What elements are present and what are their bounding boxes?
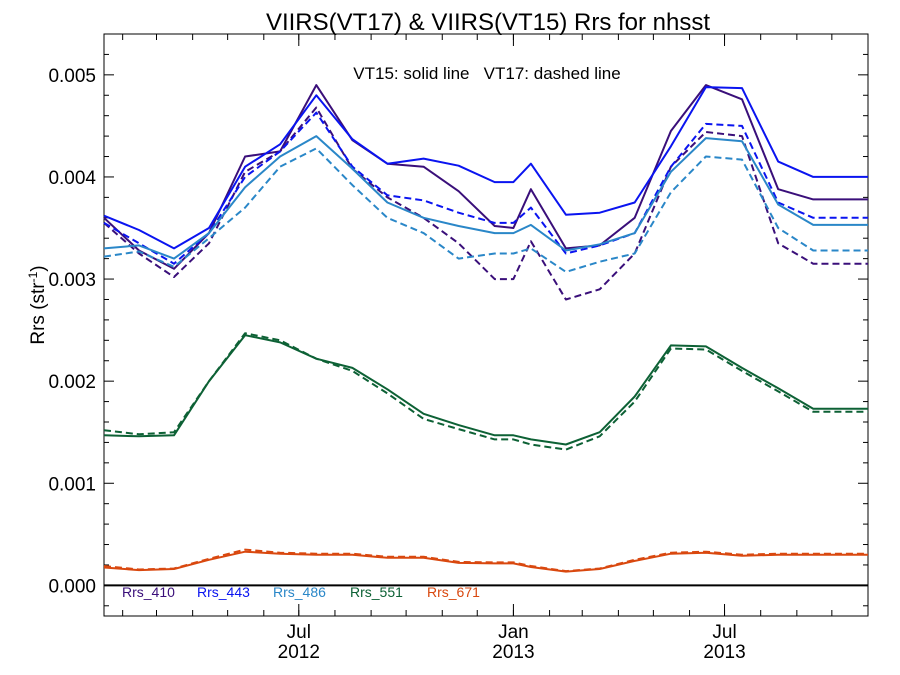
x-tick-label-month: Jul <box>287 622 311 643</box>
series-line-rrs-443-vt15 <box>103 86 868 250</box>
y-axis-label: Rrs (str-1) <box>26 265 49 344</box>
series-line-rrs-410-vt17 <box>103 106 868 301</box>
y-tick-label: 0.003 <box>48 270 96 291</box>
series-line-rrs-551-vt15 <box>103 334 868 446</box>
legend-item-rrs-443: Rrs_443 <box>197 584 250 600</box>
y-tick-label: 0.005 <box>48 66 96 87</box>
x-tick-label-year: 2012 <box>278 642 320 663</box>
chart-title: VIIRS(VT17) & VIIRS(VT15) Rrs for nhsst <box>266 9 710 36</box>
legend-item-rrs-551: Rrs_551 <box>350 584 403 600</box>
y-axis-label-close: ) <box>28 265 49 271</box>
series-line-rrs-410-vt15 <box>103 84 868 270</box>
plot-area: 0.0000.0010.0020.0030.0040.005Jul2012Jan… <box>48 33 869 663</box>
series-line-rrs-671-vt15 <box>103 550 868 573</box>
series-line-rrs-443-vt17 <box>103 111 868 265</box>
x-tick-label-month: Jan <box>498 622 529 643</box>
series-line-rrs-486-vt17 <box>103 147 868 273</box>
series-line-rrs-551-vt17 <box>103 332 868 451</box>
x-tick-label-month: Jul <box>712 622 736 643</box>
line-style-annotation: VT15: solid line VT17: dashed line <box>353 64 620 83</box>
legend-item-rrs-671: Rrs_671 <box>427 584 480 600</box>
y-tick-label: 0.001 <box>48 474 96 495</box>
plot-frame <box>103 33 869 617</box>
y-axis-label-main: Rrs (str <box>28 282 49 345</box>
series-line-rrs-671-vt17 <box>103 548 868 573</box>
legend-item-rrs-486: Rrs_486 <box>273 584 326 600</box>
legend-item-rrs-410: Rrs_410 <box>122 584 175 600</box>
y-tick-label: 0.002 <box>48 372 96 393</box>
y-tick-label: 0.004 <box>48 168 96 189</box>
x-tick-label-year: 2013 <box>703 642 745 663</box>
series-line-rrs-486-vt15 <box>103 135 868 260</box>
y-tick-label: 0.000 <box>48 576 96 597</box>
y-axis-label-superscript: -1 <box>26 271 40 282</box>
x-tick-label-year: 2013 <box>492 642 534 663</box>
